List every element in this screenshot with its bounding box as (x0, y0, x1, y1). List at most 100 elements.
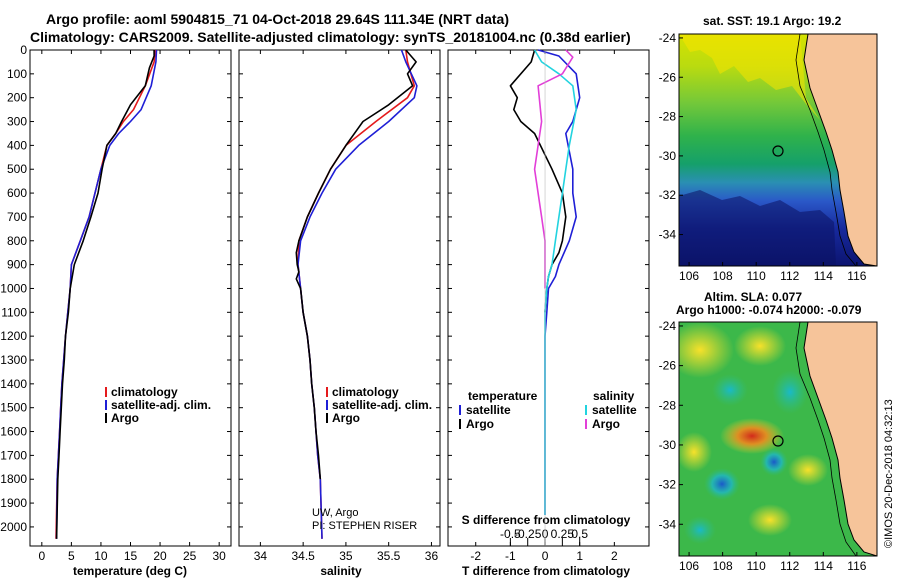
difference-legend: temperature salinitysatelliteArgosatellit… (459, 389, 637, 431)
salinity-x-axis: 34 34.5 35 35.5 36 (254, 50, 439, 563)
depth-tick-label: 400 (7, 138, 27, 152)
difference-panel: -2 -1 0 1 2 -0.5-0.25 0 0.250.5 temperature sal… (447, 49, 650, 578)
sla-cyan-eddy (712, 374, 748, 406)
sst-land (803, 34, 877, 266)
argo-position-marker (772, 435, 784, 447)
x-tick-label: 5 (68, 549, 75, 563)
lat-tick-label: -30 (659, 438, 677, 452)
series-line-argo (295, 49, 417, 480)
lon-tick-label: 108 (713, 559, 733, 573)
temperature-x-axis: 0 5 10 15 20 25 30 (38, 50, 226, 563)
s-difference-label: S difference from climatology (462, 513, 631, 527)
sst-cold-patch (679, 190, 836, 266)
sst-map: sat. SST: 19.1 Argo: 19.2 -24 -26 -28 -30 -3… (659, 14, 878, 283)
s-tick-label: 0.5 (571, 527, 588, 541)
salinity-series (295, 49, 418, 539)
x-tick-label: 25 (183, 549, 197, 563)
temperature-profile-panel: 0100200300400500600700800900100011001200… (0, 43, 232, 578)
sla-yellow-eddy (748, 504, 792, 536)
sla-shelf-contour (795, 322, 857, 556)
depth-tick-label: 1300 (0, 353, 27, 367)
legend-label: satellite-adj. clim. (332, 398, 432, 412)
s-tick-label: -0.5 (500, 527, 521, 541)
lat-tick-label: -30 (659, 149, 677, 163)
sla-land (803, 322, 877, 556)
lon-tick-label: 106 (679, 559, 699, 573)
depth-tick-label: 800 (7, 234, 27, 248)
lon-tick-label: 112 (780, 559, 799, 573)
lat-tick-label: -24 (659, 319, 677, 333)
sla-warm-eddy (720, 418, 784, 454)
sla-map-title-2: Argo h1000: -0.074 h2000: -0.079 (676, 303, 862, 317)
depth-tick-label: 900 (7, 258, 27, 272)
sla-lon-axis: 106 108 110 112 114 116 (679, 552, 867, 573)
lat-tick-label: -28 (659, 110, 677, 124)
t-difference-label: T difference from climatology (462, 564, 630, 578)
x-tick-label: 34 (254, 549, 268, 563)
temperature-x-label: temperature (deg C) (73, 564, 187, 578)
x-tick-label: 35 (339, 549, 353, 563)
depth-tick-label: 200 (7, 91, 27, 105)
sla-lat-axis: -24 -26 -28 -30 -32 -34 (659, 319, 683, 531)
temperature-series (55, 49, 158, 539)
salinity-plot-frame (238, 49, 441, 547)
depth-tick-label: 500 (7, 162, 27, 176)
x-tick-label: 35.5 (377, 549, 401, 563)
sst-shelf-contour (795, 34, 857, 266)
temperature-plot-frame (29, 49, 232, 547)
legend-label: Argo (332, 411, 360, 425)
lat-tick-label: -28 (659, 398, 677, 412)
depth-tick-label: 0 (20, 43, 27, 57)
sla-cyan-eddy (684, 516, 716, 544)
depth-tick-label: 1000 (0, 281, 27, 295)
imos-credit: ©IMOS 20-Dec-2018 04:32:13 (883, 399, 895, 548)
lon-tick-label: 110 (747, 559, 766, 573)
lat-tick-label: -32 (659, 478, 677, 492)
lon-tick-label: 106 (679, 269, 699, 283)
x-tick-label: 20 (153, 549, 167, 563)
sst-warm-patch (679, 34, 820, 120)
data-centre-note: UW, Argo (312, 507, 358, 519)
x-tick-label: 30 (212, 549, 226, 563)
x-tick-label: 10 (94, 549, 108, 563)
sst-map-frame (678, 33, 878, 267)
lat-tick-label: -24 (659, 31, 677, 45)
legend-label: Argo (466, 417, 494, 431)
title-line-2: Climatology: CARS2009. Satellite-adjuste… (30, 29, 631, 45)
depth-tick-label: 1400 (0, 377, 27, 391)
title-line-1: Argo profile: aoml 5904815_71 04-Oct-201… (46, 11, 509, 27)
legend-label: climatology (332, 385, 399, 399)
sla-cold-eddy (760, 448, 788, 476)
x-tick-label: -2 (470, 549, 481, 563)
depth-tick-label: 1200 (0, 329, 27, 343)
lon-tick-label: 110 (747, 269, 766, 283)
sla-yellow-eddy (788, 454, 828, 486)
s-tick-label: 0.25 (551, 527, 575, 541)
legend-label: Argo (111, 411, 139, 425)
argo-position-marker (772, 145, 784, 157)
depth-tick-label: 1100 (1, 305, 27, 319)
salinity-x-label: salinity (320, 564, 362, 578)
depth-tick-label: 1700 (0, 448, 27, 462)
depth-tick-label: 1600 (0, 425, 27, 439)
sla-map-frame (678, 321, 878, 557)
legend-label: satellite (466, 403, 511, 417)
pi-note: PI: STEPHEN RISER (312, 520, 417, 532)
lon-tick-label: 116 (847, 269, 866, 283)
series-line-argo (55, 50, 155, 539)
depth-tick-label: 100 (7, 67, 27, 81)
sla-map-title-1: Altim. SLA: 0.077 (704, 290, 802, 304)
x-tick-label: 0 (38, 549, 45, 563)
x-tick-label: 2 (611, 549, 618, 563)
x-tick-label: 0 (542, 549, 549, 563)
lat-tick-label: -26 (659, 359, 677, 373)
x-tick-label: 36 (425, 549, 439, 563)
legend-label: climatology (111, 385, 178, 399)
lon-tick-label: 114 (814, 269, 833, 283)
x-tick-label: 34.5 (291, 549, 315, 563)
depth-tick-label: 600 (7, 186, 27, 200)
sst-lat-axis: -24 -26 -28 -30 -32 -34 (659, 31, 683, 242)
lat-tick-label: -34 (659, 517, 677, 531)
